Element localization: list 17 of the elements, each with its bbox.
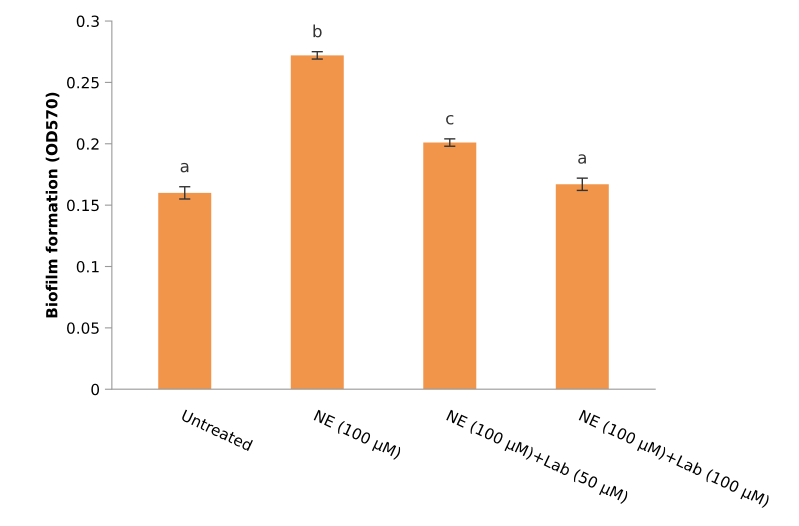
bar: [290, 55, 344, 390]
annotation: a: [180, 162, 188, 172]
y-tick-label: 0.3: [76, 16, 99, 28]
bar: [423, 142, 476, 390]
y-tick-label: 0.2: [76, 138, 99, 150]
y-tick-label: 0.25: [67, 76, 99, 88]
y-tick-label: 0: [91, 384, 100, 396]
annotation: c: [446, 114, 454, 125]
y-tick-label: 0.05: [67, 322, 99, 334]
y-axis-title: Biofilm formation (OD570): [46, 92, 60, 318]
x-tick-label: NE (100 μM): [312, 409, 402, 462]
bar: [158, 192, 212, 390]
annotation: b: [313, 24, 322, 38]
y-tick-label: 0.1: [76, 260, 99, 273]
y-tick-label: 0.15: [67, 200, 99, 212]
annotation: a: [578, 154, 586, 164]
bar: [556, 184, 609, 390]
